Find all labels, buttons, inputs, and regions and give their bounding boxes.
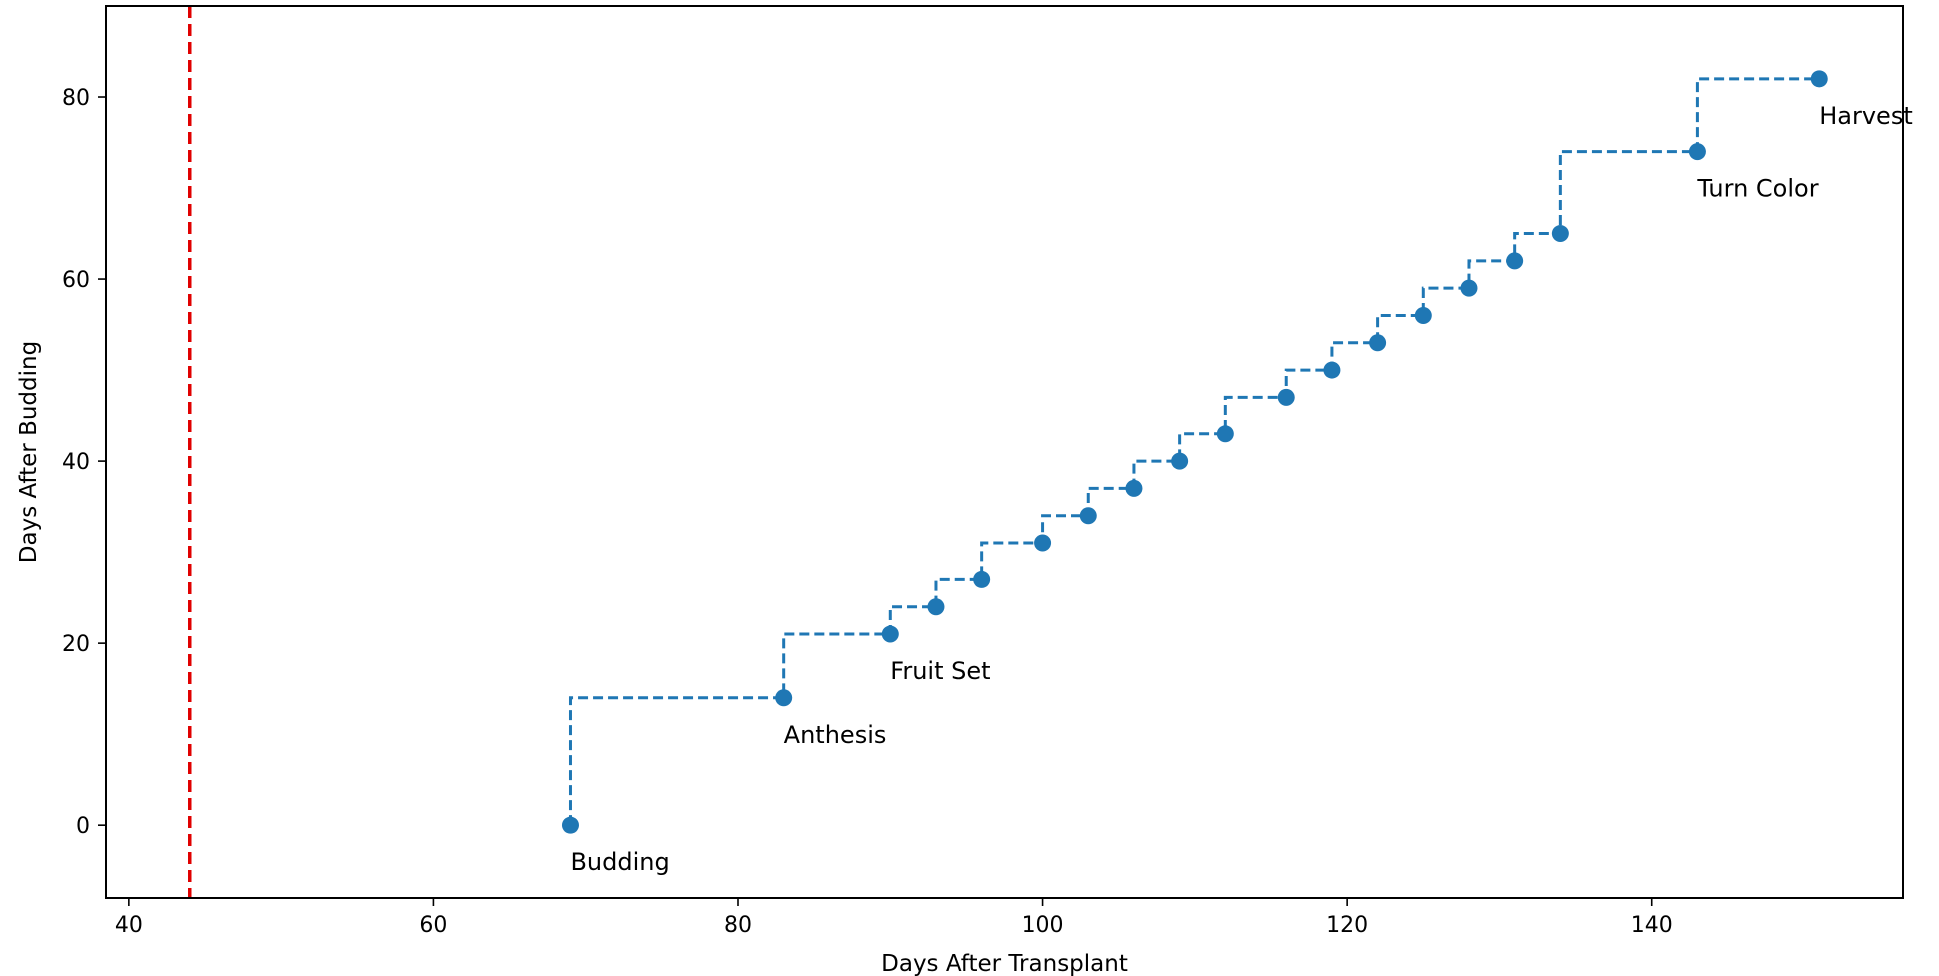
data-point [1369,334,1387,352]
y-tick-label: 20 [62,632,90,657]
data-point [1551,225,1569,243]
x-tick-label: 120 [1326,913,1368,938]
y-tick-label: 40 [62,450,90,475]
data-point [1079,507,1097,525]
y-tick-label: 80 [62,86,90,111]
data-point [1414,306,1432,324]
x-axis-title: Days After Transplant [881,951,1128,976]
y-tick-label: 0 [76,814,90,839]
plot-area: Budding Anthesis Fruit Set Turn Color Harves… [188,6,1913,898]
x-axis: 40 60 80 100 120 140 [115,898,1673,938]
stage-label: Anthesis [784,721,887,749]
data-point [973,570,991,588]
stage-label: Budding [570,848,669,876]
data-point [1506,252,1524,270]
x-tick-label: 100 [1022,913,1064,938]
data-point [561,816,579,834]
y-axis: 0 20 40 60 80 [62,86,106,839]
y-tick-label: 60 [62,268,90,293]
data-point [1171,452,1189,470]
stage-label: Turn Color [1696,175,1818,203]
stage-label: Harvest [1819,102,1913,130]
x-tick-label: 60 [419,913,447,938]
data-point [927,598,945,616]
plot-frame [105,5,1904,899]
data-point [1810,70,1828,88]
y-axis-title: Days After Budding [16,341,42,563]
data-point [1323,361,1341,379]
data-point [1125,479,1143,497]
stage-label: Fruit Set [890,657,990,685]
x-tick-label: 80 [724,913,752,938]
data-point [1688,143,1706,161]
x-tick-label: 40 [115,913,143,938]
data-point [1460,279,1478,297]
data-point [1216,425,1234,443]
data-point [1277,388,1295,406]
data-point [881,625,899,643]
data-point [1034,534,1052,552]
data-point [775,689,793,707]
x-tick-label: 140 [1631,913,1673,938]
